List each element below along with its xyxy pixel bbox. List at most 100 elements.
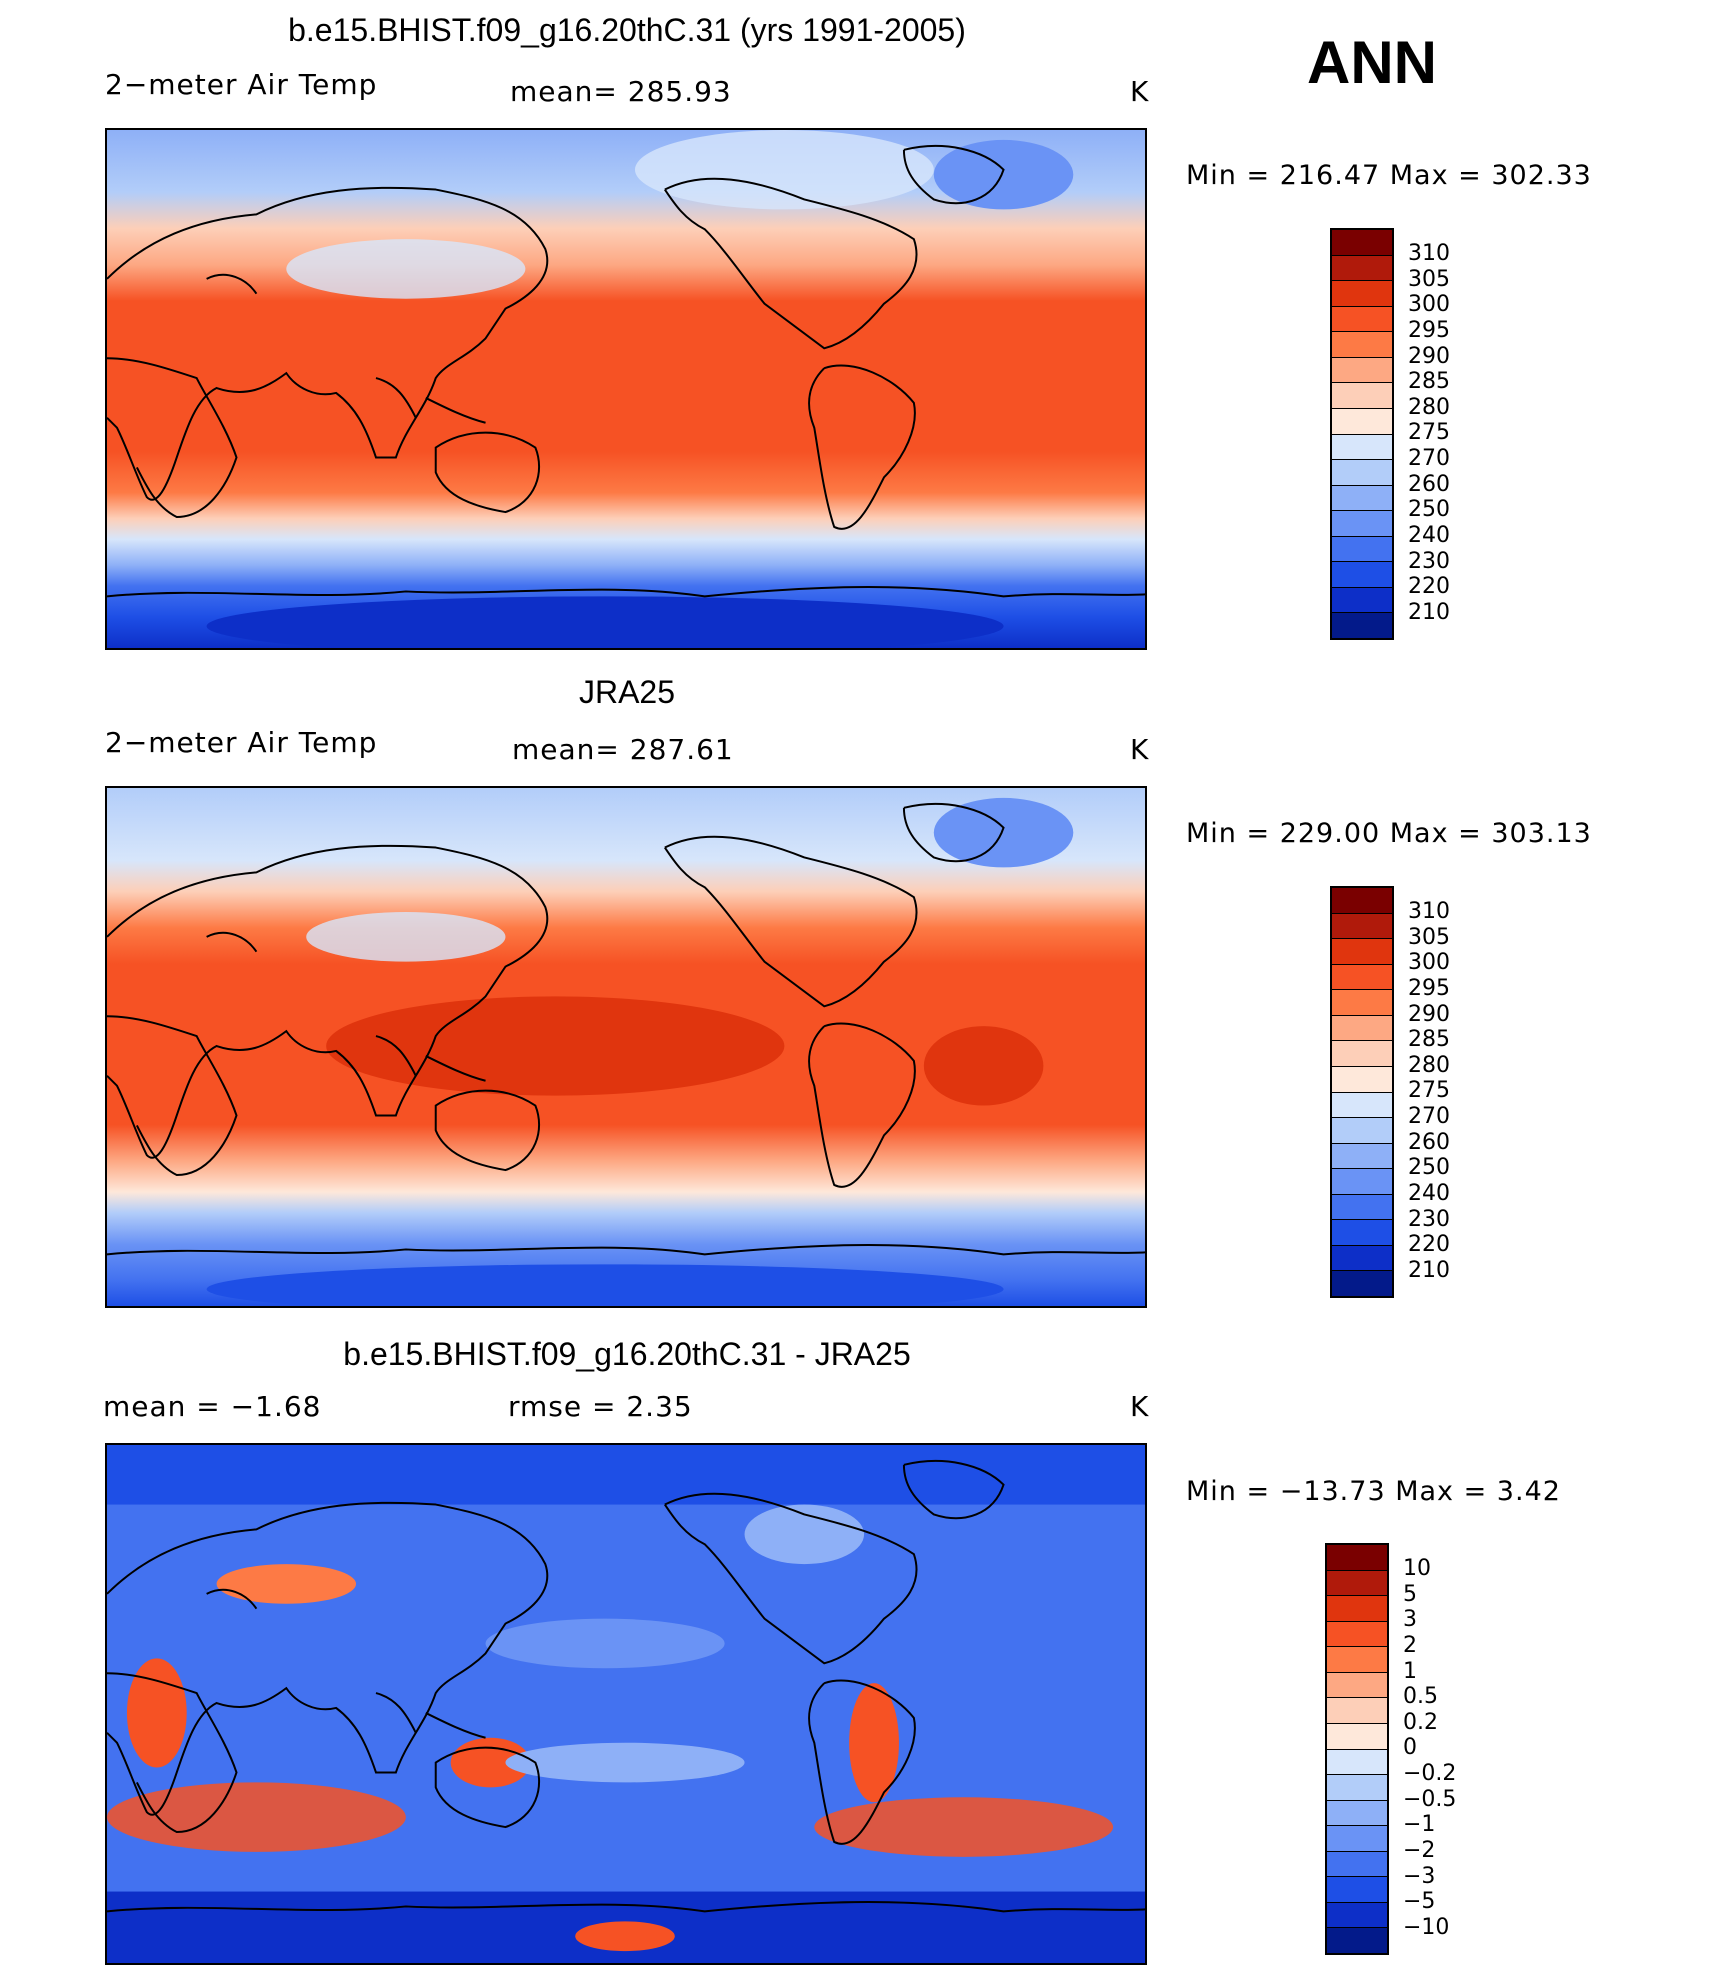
panel3-units: K [1130,1390,1150,1423]
panel2-variable-label: 2−meter Air Temp [105,726,378,759]
panel2-colorbar-labels: 310 305 300 295 290 285 280 275 270 260 250 240 230 2… [1408,899,1450,1284]
colorbar-swatch [1332,281,1392,307]
colorbar-label: 240 [1408,523,1450,549]
panel3-map [105,1443,1147,1965]
panel2-units: K [1130,733,1150,766]
colorbar-swatch [1327,1723,1387,1750]
colorbar-label: −0.5 [1403,1786,1457,1812]
colorbar-label: 285 [1408,369,1450,395]
colorbar-swatch [1332,888,1392,914]
colorbar-label: 280 [1408,394,1450,420]
colorbar-label: −2 [1403,1838,1436,1864]
colorbar-label: 300 [1408,292,1450,318]
colorbar-swatch [1332,1041,1392,1067]
colorbar-label: 295 [1408,975,1450,1001]
panel1-mean: mean= 285.93 [510,75,732,108]
colorbar-swatch [1332,1271,1392,1296]
colorbar-label: 305 [1408,266,1450,292]
colorbar-label: −10 [1403,1914,1450,1940]
colorbar-swatch [1332,511,1392,537]
colorbar-label: 1 [1403,1658,1417,1684]
colorbar-swatch [1327,1647,1387,1673]
colorbar-swatch [1332,332,1392,358]
colorbar-swatch [1327,1800,1387,1827]
colorbar-label: 220 [1408,574,1450,600]
colorbar-swatch [1332,408,1392,435]
colorbar-swatch [1332,990,1392,1016]
colorbar-label: 260 [1408,1129,1450,1155]
panel1-title: b.e15.BHIST.f09_g16.20thC.31 (yrs 1991-2… [288,12,966,48]
panel1-colorbar [1330,228,1394,640]
colorbar-swatch [1332,460,1392,486]
colorbar-label: 0 [1403,1735,1417,1761]
panel3-rmse: rmse = 2.35 [508,1390,693,1423]
panel2-minmax: Min = 229.00 Max = 303.13 [1186,818,1592,849]
colorbar-swatch [1327,1749,1387,1776]
panel2-map [105,786,1147,1308]
season-label: ANN [1307,29,1437,96]
colorbar-label: 270 [1408,1104,1450,1130]
colorbar-label: 0.5 [1403,1684,1438,1710]
colorbar-label: −0.2 [1403,1761,1457,1787]
panel3-title: b.e15.BHIST.f09_g16.20thC.31 - JRA25 [343,1336,911,1372]
colorbar-swatch [1327,1621,1387,1648]
colorbar-swatch [1332,357,1392,384]
colorbar-label: 295 [1408,317,1450,343]
colorbar-label: 305 [1408,924,1450,950]
colorbar-swatch [1332,1092,1392,1119]
colorbar-label: 280 [1408,1052,1450,1078]
colorbar-swatch [1332,306,1392,333]
colorbar-swatch [1327,1596,1387,1622]
panel1-colorbar-labels: 310 305 300 295 290 285 280 275 270 260 250 240 230 2… [1408,241,1450,626]
colorbar-swatch [1332,562,1392,588]
colorbar-swatch [1332,939,1392,965]
colorbar-label: 290 [1408,343,1450,369]
colorbar-swatch [1332,964,1392,991]
colorbar-label: −5 [1403,1889,1436,1915]
colorbar-swatch [1332,1066,1392,1093]
colorbar-swatch [1327,1698,1387,1724]
colorbar-label: 210 [1408,1257,1450,1283]
colorbar-label: 310 [1408,241,1450,266]
panel2-title: JRA25 [578,674,676,710]
colorbar-swatch [1327,1902,1387,1929]
panel1-variable-label: 2−meter Air Temp [105,68,378,101]
colorbar-label: 275 [1408,1078,1450,1104]
colorbar-swatch [1327,1826,1387,1852]
colorbar-label: 275 [1408,420,1450,446]
colorbar-label: 300 [1408,950,1450,976]
colorbar-swatch [1332,536,1392,563]
colorbar-swatch [1332,1220,1392,1246]
colorbar-label: 285 [1408,1027,1450,1053]
colorbar-swatch [1327,1877,1387,1903]
colorbar-label: 230 [1408,1206,1450,1232]
colorbar-swatch [1332,485,1392,512]
colorbar-swatch [1332,383,1392,409]
panel1-minmax: Min = 216.47 Max = 302.33 [1186,160,1592,191]
colorbar-swatch [1332,1194,1392,1221]
colorbar-swatch [1332,1143,1392,1170]
colorbar-swatch [1332,1245,1392,1272]
colorbar-label: 5 [1403,1581,1417,1607]
panel2-mean: mean= 287.61 [512,733,734,766]
colorbar-swatch [1327,1775,1387,1801]
colorbar-label: 250 [1408,1155,1450,1181]
panel1-map [105,128,1147,650]
panel1-units: K [1130,75,1150,108]
colorbar-label: 250 [1408,497,1450,523]
colorbar-swatch [1327,1672,1387,1699]
colorbar-swatch [1327,1928,1387,1953]
colorbar-label: 270 [1408,446,1450,472]
colorbar-label: 0.2 [1403,1709,1438,1735]
colorbar-label: −3 [1403,1863,1436,1889]
colorbar-swatch [1327,1570,1387,1597]
colorbar-swatch [1332,913,1392,940]
panel3-mean: mean = −1.68 [103,1390,322,1423]
colorbar-swatch [1327,1545,1387,1571]
colorbar-swatch [1332,587,1392,614]
colorbar-label: 240 [1408,1181,1450,1207]
panel3-colorbar-labels: 10 5 3 2 1 0.5 0.2 0 −0.2 −0.5 −1 −2 −3 −5 −10 [1403,1556,1456,1941]
panel2-colorbar [1330,886,1394,1298]
colorbar-swatch [1332,434,1392,461]
colorbar-label: 3 [1403,1607,1417,1633]
